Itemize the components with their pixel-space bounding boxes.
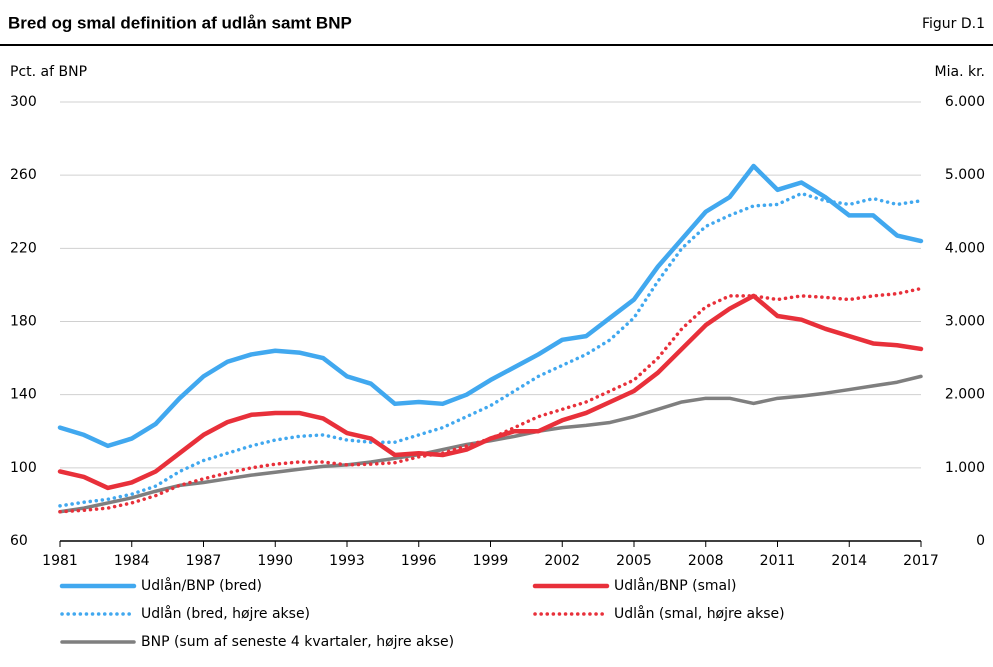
y2-tick-label: 5.000 bbox=[945, 167, 985, 183]
x-tick-label: 2008 bbox=[688, 553, 724, 569]
x-tick-label: 2011 bbox=[760, 553, 796, 569]
y-tick-label: 220 bbox=[10, 240, 37, 256]
x-tick-label: 2002 bbox=[544, 553, 580, 569]
x-tick-label: 2014 bbox=[831, 553, 867, 569]
series-line bbox=[57, 163, 924, 449]
y2-tick-label: 2.000 bbox=[945, 387, 985, 403]
x-tick-label: 1996 bbox=[401, 553, 437, 569]
y-axis-label: Pct. af BNP bbox=[10, 64, 87, 80]
chart-title: Bred og smal definition af udlån samt BN… bbox=[8, 13, 352, 32]
x-tick-label: 1984 bbox=[114, 553, 150, 569]
x-tick-label: 2005 bbox=[616, 553, 652, 569]
legend-label: Udlån/BNP (bred) bbox=[141, 577, 262, 594]
y-tick-label: 100 bbox=[10, 460, 37, 476]
x-tick-label: 2017 bbox=[903, 553, 939, 569]
series-line bbox=[58, 286, 923, 514]
series-line bbox=[58, 191, 923, 508]
y-tick-label: 300 bbox=[10, 94, 37, 110]
y-tick-label: 140 bbox=[10, 387, 37, 403]
y-tick-label: 260 bbox=[10, 167, 37, 183]
legend-label: BNP (sum af seneste 4 kvartaler, højre a… bbox=[141, 634, 454, 650]
x-tick-label: 1990 bbox=[257, 553, 293, 569]
y2-tick-label: 0 bbox=[976, 533, 985, 549]
x-tick-label: 1999 bbox=[473, 553, 509, 569]
x-tick-label: 1993 bbox=[329, 553, 365, 569]
x-tick-label: 1987 bbox=[186, 553, 222, 569]
y-tick-label: 180 bbox=[10, 314, 37, 330]
legend-label: Udlån (smal, højre akse) bbox=[614, 605, 785, 622]
legend-label: Udlån (bred, højre akse) bbox=[141, 605, 310, 622]
y2-tick-label: 3.000 bbox=[945, 314, 985, 330]
y2-axis-label: Mia. kr. bbox=[935, 64, 985, 80]
legend-label: Udlån/BNP (smal) bbox=[614, 577, 737, 594]
y2-tick-label: 4.000 bbox=[945, 240, 985, 256]
y2-tick-label: 1.000 bbox=[945, 460, 985, 476]
y-tick-label: 60 bbox=[10, 533, 28, 549]
figure-label: Figur D.1 bbox=[922, 16, 985, 32]
series-line bbox=[57, 293, 924, 491]
y2-tick-label: 6.000 bbox=[945, 94, 985, 110]
x-tick-label: 1981 bbox=[42, 553, 78, 569]
